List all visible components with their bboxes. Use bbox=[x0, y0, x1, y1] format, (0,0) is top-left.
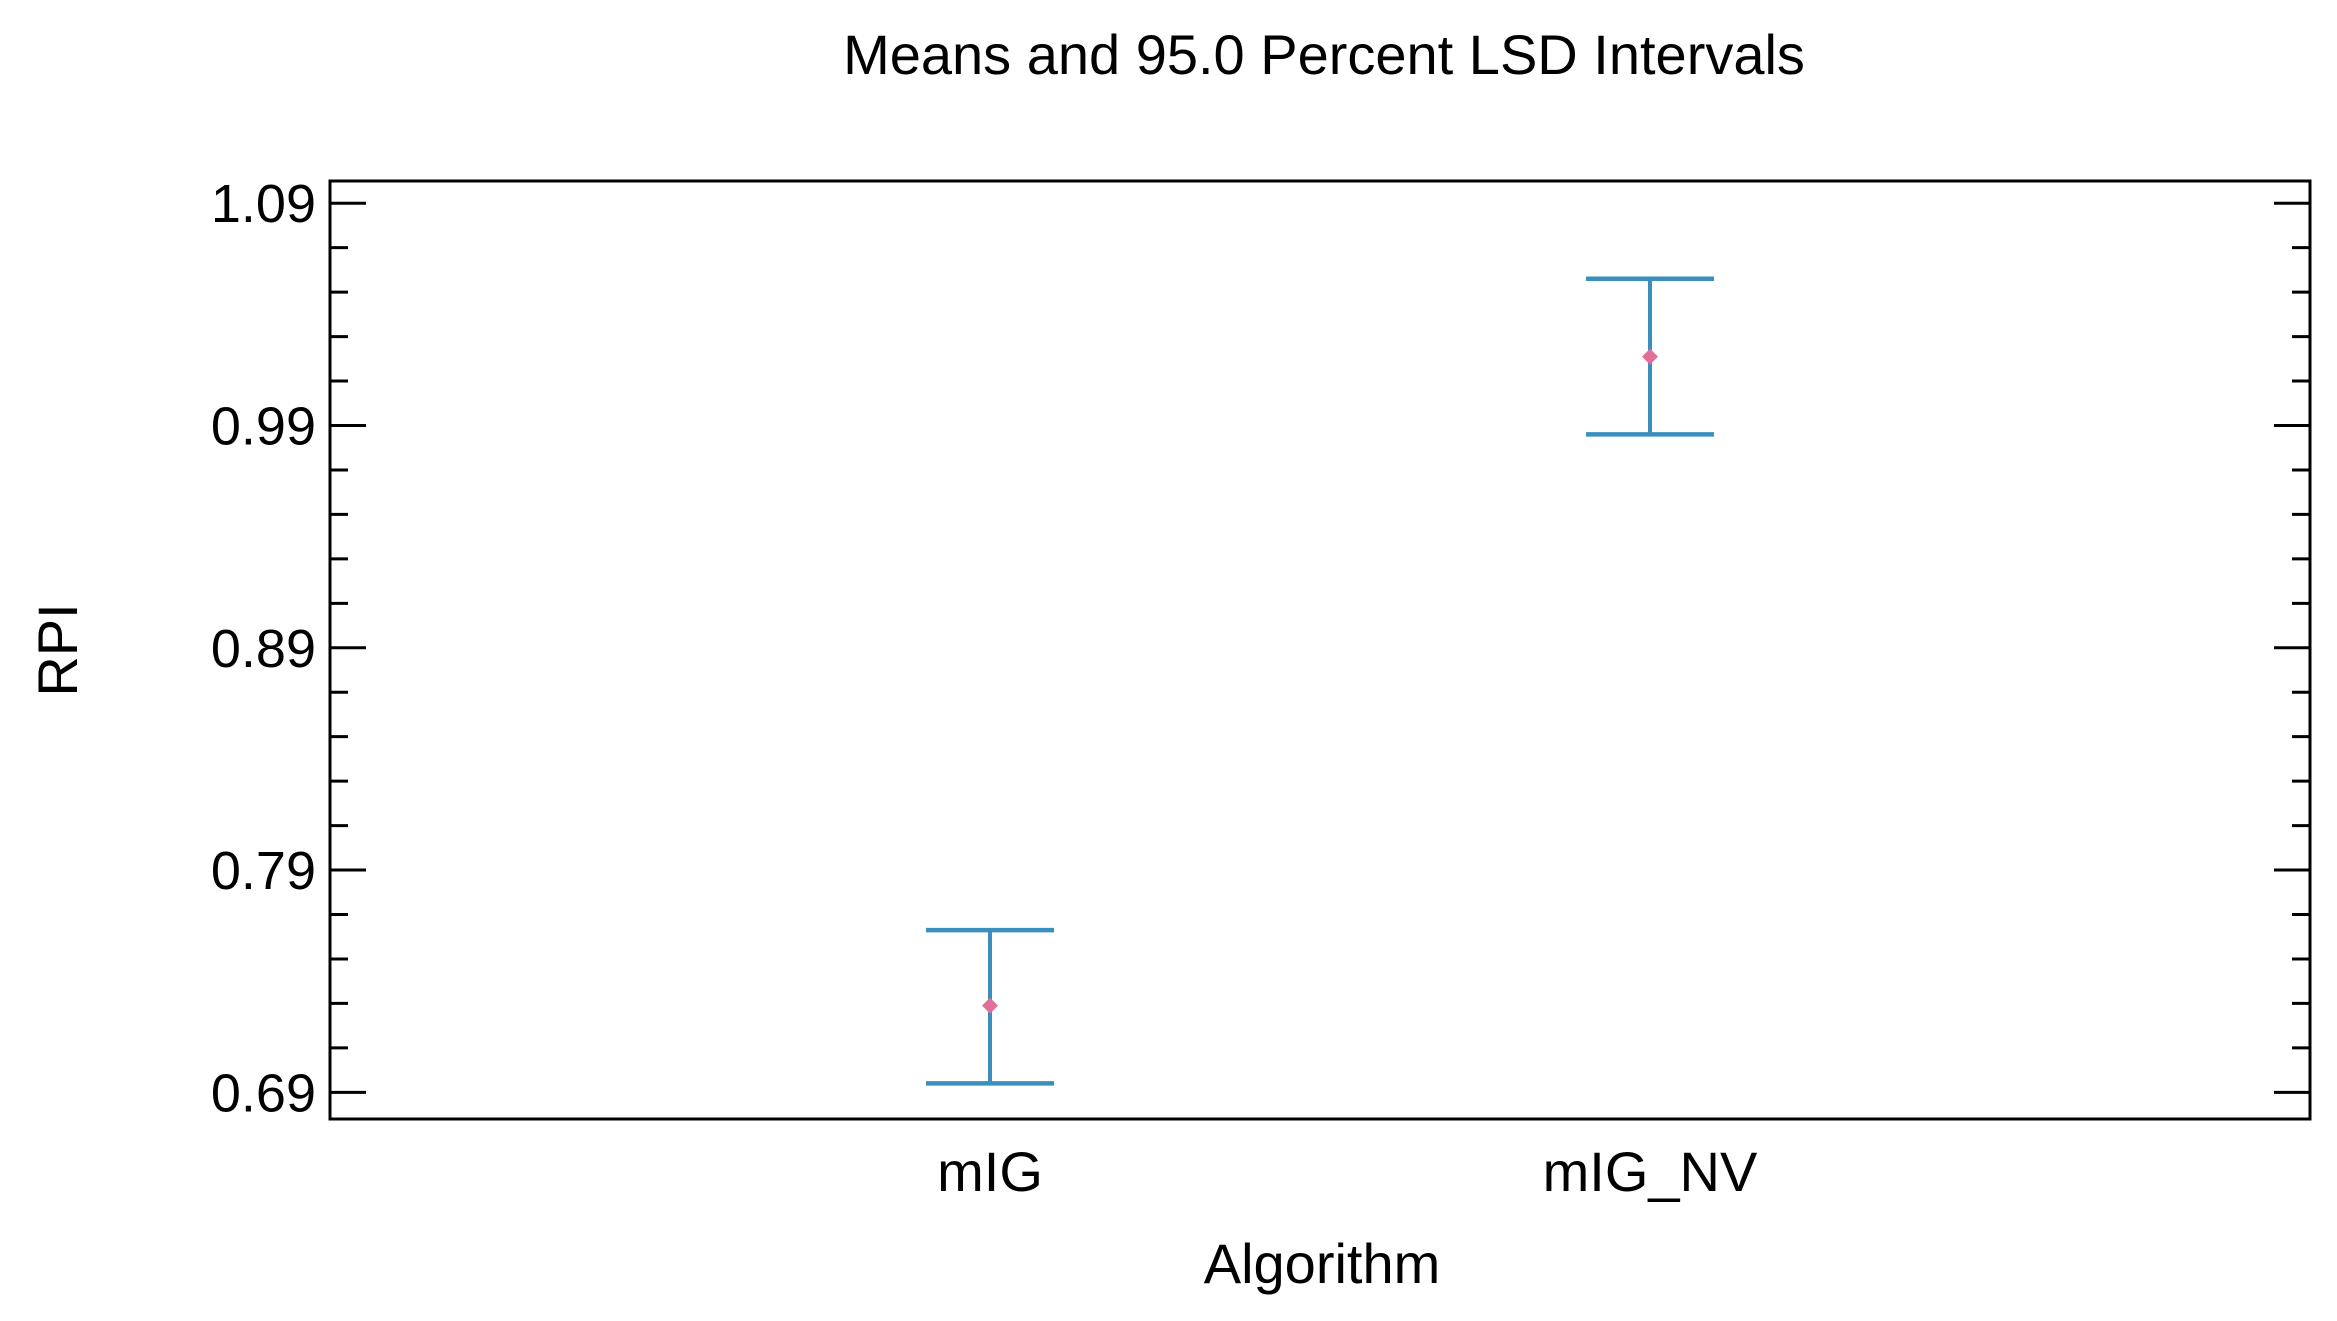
interval-series bbox=[926, 276, 1714, 1086]
chart-title: Means and 95.0 Percent LSD Intervals bbox=[843, 23, 1805, 86]
mean-marker bbox=[1642, 348, 1658, 365]
x-category-label: mIG bbox=[937, 1140, 1043, 1203]
plot-frame bbox=[328, 179, 2312, 1121]
y-axis-label: RPI bbox=[26, 603, 89, 696]
y-tick-label: 0.89 bbox=[211, 619, 316, 679]
x-axis-label: Algorithm bbox=[1204, 1232, 1441, 1295]
y-tick-label: 0.79 bbox=[211, 841, 316, 901]
y-tick-label: 0.69 bbox=[211, 1063, 316, 1123]
interval-mIG_NV bbox=[1586, 276, 1714, 437]
y-axis-ticks bbox=[330, 201, 2310, 1094]
y-tick-label: 1.09 bbox=[211, 174, 316, 234]
mean-marker bbox=[982, 997, 998, 1014]
y-axis-tick-labels: 0.69 0.79 0.89 0.99 1.09 bbox=[211, 174, 316, 1123]
y-tick-label: 0.99 bbox=[211, 397, 316, 457]
x-category-label: mIG_NV bbox=[1543, 1140, 1758, 1203]
interval-mIG bbox=[926, 927, 1054, 1086]
x-axis-category-labels: mIG mIG_NV bbox=[937, 1140, 1758, 1203]
